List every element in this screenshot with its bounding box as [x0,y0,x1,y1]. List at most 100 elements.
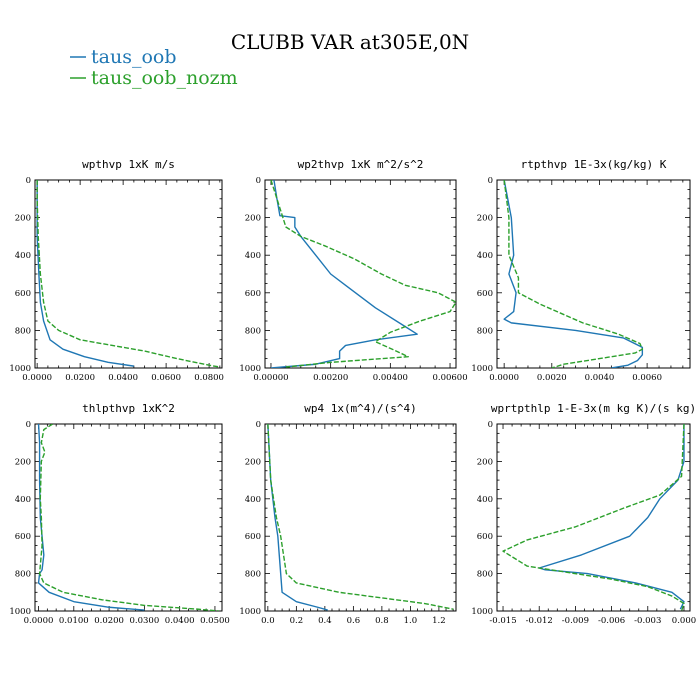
series-line-taus_oob [267,424,328,611]
y-tick-label: 200 [477,457,493,467]
y-tick-label: 400 [477,495,493,505]
y-tick-label: 0 [488,420,493,430]
y-tick-label: 1000 [239,607,261,617]
y-tick-label: 400 [477,251,493,261]
plot-frame [34,179,223,369]
plot-frame [34,423,223,612]
y-tick-label: 800 [15,326,31,336]
x-tick-label: -0.003 [634,616,661,626]
x-tick-label: 0.0800 [194,373,224,383]
y-tick-label: 200 [245,457,261,467]
y-tick-label: 400 [15,251,31,261]
plot-frame [264,423,457,612]
legend-label: taus_oob [91,46,177,68]
panel-2: wp2thvp 1xK m^2/s^2020040060080010000.00… [239,158,467,383]
panel-title: wpthvp 1xK m/s [82,158,175,171]
x-tick-label: 0.0400 [108,373,138,383]
x-tick-label: 0.00000 [253,373,288,383]
y-tick-label: 200 [245,214,261,224]
panel-title: wp2thvp 1xK m^2/s^2 [298,158,424,171]
x-tick-label: 0.0400 [165,616,195,626]
x-tick-label: 0.0 [261,616,275,626]
y-tick-label: 1000 [239,364,261,374]
y-tick-label: 1000 [471,607,493,617]
series-line-taus_oob_nozm [267,424,454,610]
y-tick-label: 800 [15,570,31,580]
x-tick-label: 0.0060 [632,373,662,383]
panel-title: wp4 1x(m^4)/(s^4) [304,402,417,415]
y-tick-label: 1000 [471,364,493,374]
y-tick-label: 600 [477,289,493,299]
x-tick-label: 0.0020 [537,373,567,383]
series-line-taus_oob [37,424,145,611]
x-tick-label: 0.00400 [373,373,408,383]
x-tick-label: 0.0000 [22,373,52,383]
x-tick-label: 0.00200 [313,373,348,383]
y-tick-label: 800 [477,570,493,580]
y-tick-label: 600 [245,532,261,542]
x-tick-label: 0.4 [318,616,332,626]
y-tick-label: 400 [245,495,261,505]
series-line-taus_oob [503,180,644,368]
y-tick-label: 600 [245,289,261,299]
panel-3: rtpthvp 1E-3x(kg/kg) K020040060080010000… [471,158,691,383]
y-tick-label: 400 [15,495,31,505]
y-tick-label: 200 [15,214,31,224]
series-line-taus_oob [270,180,418,368]
series-line-taus_oob_nozm [270,180,456,368]
x-tick-label: -0.009 [562,616,589,626]
x-tick-label: 0.0040 [585,373,615,383]
legend-label: taus_oob_nozm [91,67,238,89]
series-line-taus_oob [538,424,685,610]
x-tick-label: 0.2 [290,616,304,626]
x-tick-label: 0.6 [347,616,361,626]
figure-title: CLUBB VAR at305E,0N [231,30,469,54]
x-tick-label: 0.00600 [432,373,467,383]
y-tick-label: 600 [15,532,31,542]
x-tick-label: 0.0500 [200,616,230,626]
y-tick-label: 600 [15,289,31,299]
panel-title: rtpthvp 1E-3x(kg/kg) K [521,158,667,171]
y-tick-label: 400 [245,251,261,261]
series-line-taus_oob_nozm [36,180,220,368]
series-line-taus_oob_nozm [503,180,644,368]
plot-frame [264,179,457,369]
panel-title: thlpthvp 1xK^2 [82,402,175,415]
panel-title: wprtpthlp 1-E-3x(m kg K)/(s kg) [491,402,696,415]
series-line-taus_oob_nozm [38,424,219,611]
plot-frame [496,423,691,612]
x-tick-label: -0.015 [489,616,516,626]
series-line-taus_oob_nozm [502,424,685,611]
panel-6: wprtpthlp 1-E-3x(m kg K)/(s kg) 0 200 400 60… [471,402,696,626]
y-tick-label: 1000 [9,364,31,374]
x-tick-label: 0.0200 [65,373,95,383]
x-tick-label: 0.0100 [59,616,89,626]
x-tick-label: 1.2 [432,616,446,626]
y-tick-label: 200 [477,214,493,224]
y-tick-label: 0 [256,176,261,186]
x-tick-label: 0.0200 [94,616,124,626]
x-tick-label: -0.006 [598,616,625,626]
y-tick-label: 0 [26,176,31,186]
y-tick-label: 0 [488,176,493,186]
y-tick-label: 800 [245,570,261,580]
x-tick-label: 0.000 [672,616,696,626]
x-tick-label: 0.0600 [151,373,181,383]
y-tick-label: 200 [15,457,31,467]
series-line-taus_oob [36,180,134,367]
plot-frame [496,179,691,369]
y-tick-label: 0 [256,420,261,430]
x-tick-label: 0.0000 [489,373,519,383]
x-tick-label: 0.0000 [24,616,54,626]
y-tick-label: 800 [477,326,493,336]
y-tick-label: 600 [477,532,493,542]
x-tick-label: -0.012 [526,616,553,626]
y-tick-label: 800 [245,326,261,336]
y-tick-label: 0 [26,420,31,430]
x-tick-label: 0.8 [375,616,389,626]
